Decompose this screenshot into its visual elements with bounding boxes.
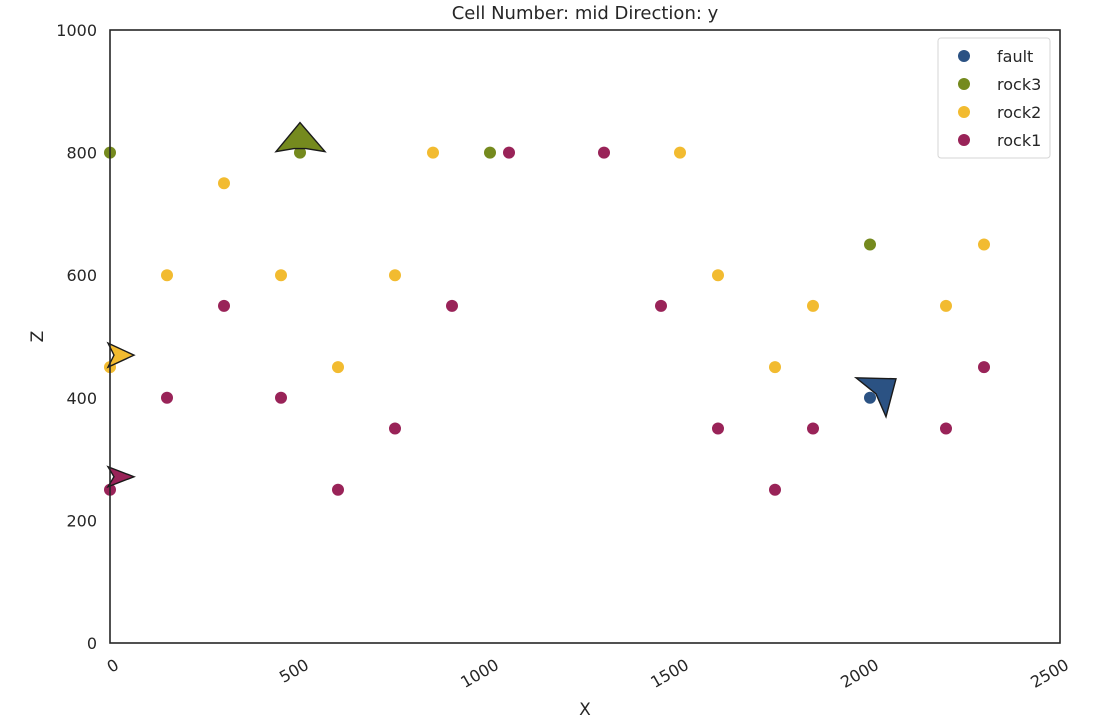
scatter-point-rock1 xyxy=(161,391,173,404)
y-tick-label: 800 xyxy=(66,144,97,163)
x-tick-label: 500 xyxy=(276,655,312,687)
legend-marker-rock2 xyxy=(958,106,970,118)
scatter-point-rock3 xyxy=(864,238,876,251)
x-tick-label: 1500 xyxy=(647,655,692,692)
orientation-arrow-rock2 xyxy=(106,341,136,369)
scatter-point-rock2 xyxy=(275,269,287,282)
legend-label-rock1: rock1 xyxy=(997,131,1041,150)
y-tick-label: 200 xyxy=(66,511,97,530)
orientation-arrow-fault xyxy=(853,377,897,419)
orientation-arrow-rock1 xyxy=(106,465,136,489)
scatter-point-rock2 xyxy=(389,269,401,282)
scatter-point-rock1 xyxy=(978,361,990,374)
scatter-point-rock1 xyxy=(332,483,344,496)
legend-label-rock2: rock2 xyxy=(997,103,1041,122)
y-tick-label: 0 xyxy=(87,634,97,653)
axis-ticks: 0 500 1000 1500 2000 2500 0 200 400 600 800 1000 xyxy=(56,21,1072,692)
scatter-point-rock2 xyxy=(712,269,724,282)
x-axis-label: X xyxy=(579,700,591,720)
scatter-point-rock2 xyxy=(978,238,990,251)
legend-box xyxy=(937,37,1051,159)
scatter-point-rock2 xyxy=(674,146,686,159)
scatter-point-rock1 xyxy=(712,422,724,435)
scatter-point-rock2 xyxy=(218,177,230,190)
scatter-point-rock2 xyxy=(427,146,439,159)
x-tick-label: 2500 xyxy=(1027,655,1072,692)
legend: fault rock3 rock2 rock1 xyxy=(937,37,1051,159)
scatter-point-rock1 xyxy=(389,422,401,435)
scatter-point-rock3 xyxy=(294,146,306,159)
scatter-point-rock2 xyxy=(940,299,952,312)
scatter-point-rock1 xyxy=(655,299,667,312)
scatter-point-rock1 xyxy=(807,422,819,435)
scatter-point-rock1 xyxy=(503,146,515,159)
y-tick-label: 600 xyxy=(66,266,97,285)
scatter-point-rock1 xyxy=(218,299,230,312)
data-points xyxy=(104,146,990,496)
scatter-point-rock3 xyxy=(484,146,496,159)
scatter-point-rock2 xyxy=(769,361,781,374)
scatter-point-rock2 xyxy=(807,299,819,312)
orientation-arrow-rock3 xyxy=(274,121,327,153)
scatter-point-rock1 xyxy=(275,391,287,404)
y-axis-label: Z xyxy=(28,331,48,343)
legend-marker-rock3 xyxy=(958,78,970,90)
x-tick-label: 1000 xyxy=(457,655,502,692)
scatter-point-rock1 xyxy=(940,422,952,435)
legend-marker-fault xyxy=(958,50,970,62)
scatter-point-rock1 xyxy=(446,299,458,312)
y-tick-label: 1000 xyxy=(56,21,97,40)
scatter-point-rock1 xyxy=(769,483,781,496)
chart-title: Cell Number: mid Direction: y xyxy=(452,3,719,24)
scatter-point-rock2 xyxy=(332,361,344,374)
plot-frame xyxy=(109,29,1061,644)
x-tick-label: 2000 xyxy=(837,655,882,692)
y-tick-label: 400 xyxy=(66,389,97,408)
legend-label-fault: fault xyxy=(997,47,1033,66)
scatter-point-rock2 xyxy=(161,269,173,282)
x-tick-label: 0 xyxy=(104,655,122,677)
legend-marker-rock1 xyxy=(958,134,970,146)
orientation-arrows xyxy=(106,121,897,489)
scatter-point-fault xyxy=(864,391,876,404)
legend-label-rock3: rock3 xyxy=(997,75,1041,94)
scatter-point-rock1 xyxy=(598,146,610,159)
